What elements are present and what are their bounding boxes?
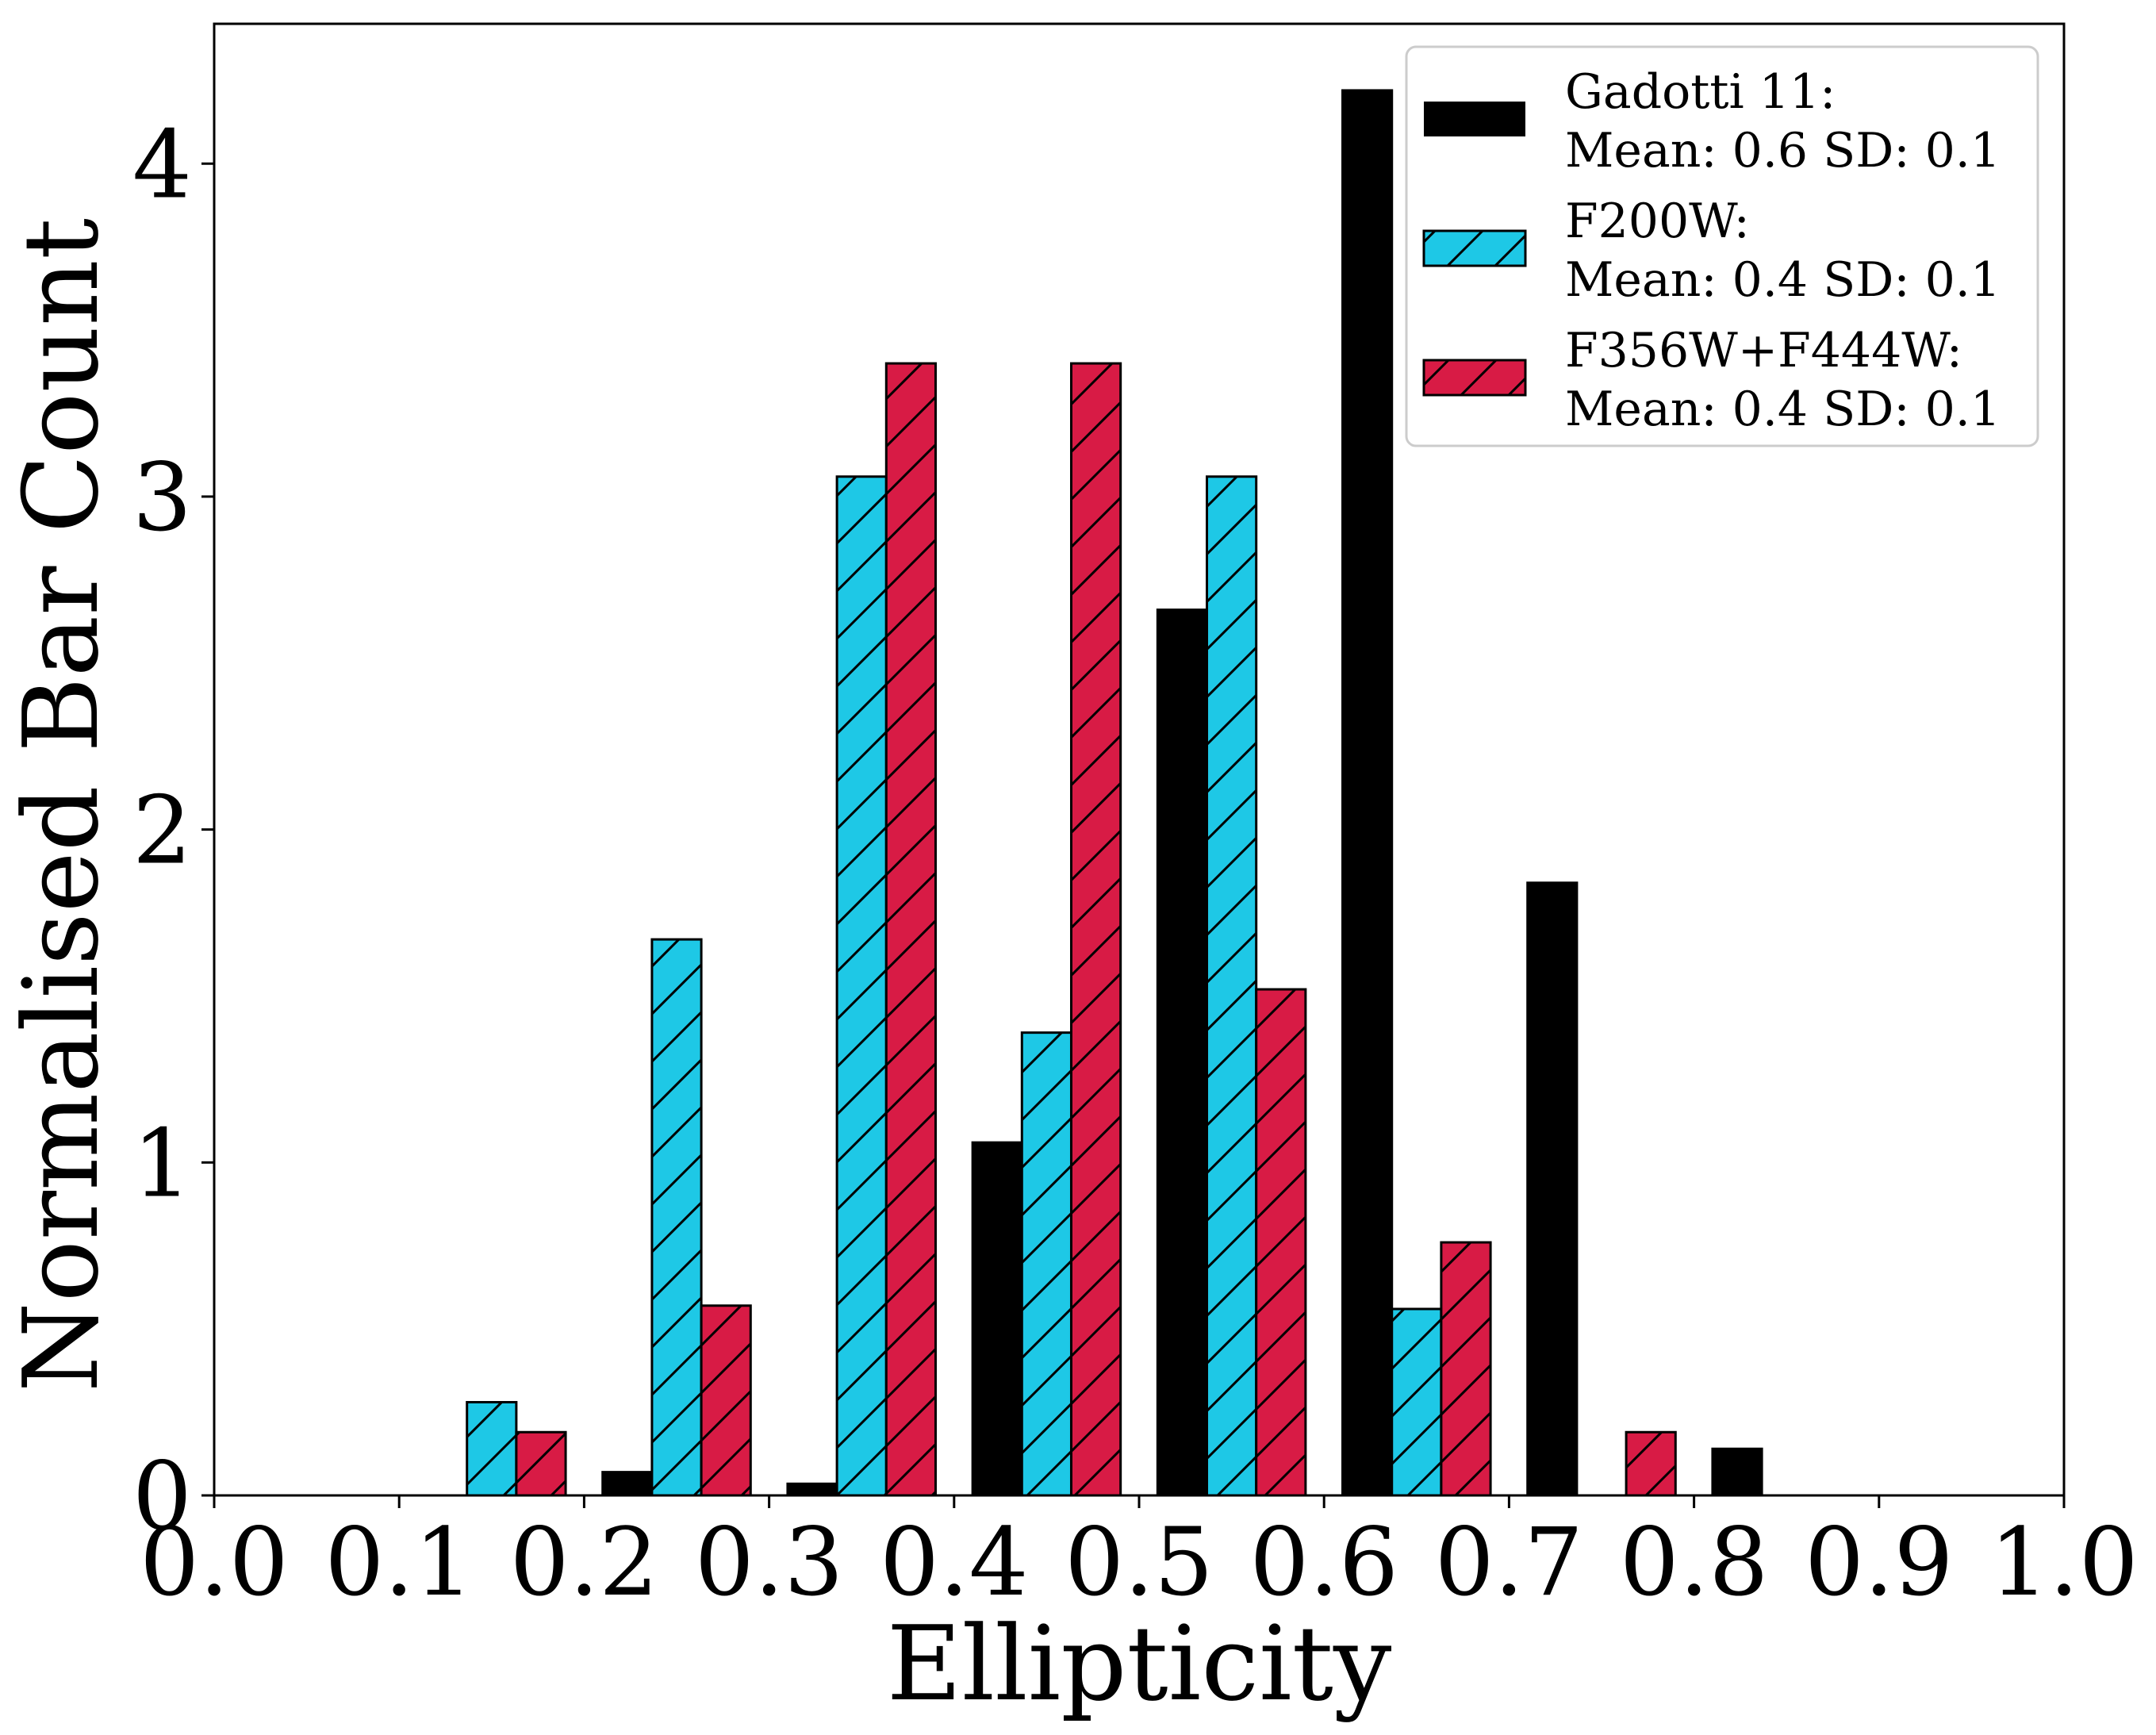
x-tick-label: 0.7 [1435,1507,1584,1617]
bar-1-bin-3 [601,1471,654,1497]
legend-entry-2: F200W:Mean: 0.4 SD: 0.1 [1422,194,2001,308]
bar-1-bin-9 [1711,1447,1763,1497]
x-tick-label: 0.2 [510,1507,659,1617]
bar-hatch [1626,1432,1676,1495]
bar-fill [1341,89,1394,1497]
bar-2-bin-4 [835,475,888,1497]
y-tick-label: 1 [132,1108,192,1218]
bar-2-bin-7 [1391,1307,1443,1497]
legend-frame [1405,45,2039,447]
bar-hatch [1441,1242,1491,1495]
bar-hatch [701,1305,751,1495]
x-tick-label: 0.0 [140,1507,289,1617]
bar-3-bin-2 [515,1430,567,1497]
x-tick-label: 0.3 [695,1507,844,1617]
bar-hatch [1022,1032,1072,1495]
legend-series-name: F356W+F444W: [1565,323,1962,378]
legend-series-stats: Mean: 0.4 SD: 0.1 [1565,252,2001,308]
y-axis-label: Normalised Bar Count [1,218,121,1392]
bar-3-bin-8 [1625,1430,1677,1497]
legend-swatch-hatch [1424,231,1525,266]
legend: Gadotti 11:Mean: 0.6 SD: 0.1F200W:Mean: … [1405,45,2039,447]
legend-entry-1: Gadotti 11:Mean: 0.6 SD: 0.1 [1424,64,2001,178]
bars-layer [466,89,1763,1497]
bar-fill [601,1471,654,1497]
bar-3-bin-6 [1255,988,1307,1497]
bar-3-bin-7 [1440,1241,1492,1497]
x-tick-label: 0.8 [1620,1507,1769,1617]
bar-fill [1711,1447,1763,1497]
bar-hatch [651,939,702,1495]
bar-1-bin-8 [1526,881,1579,1497]
bar-3-bin-3 [700,1304,752,1497]
bar-1-bin-4 [786,1482,838,1497]
bar-hatch [466,1402,516,1495]
bar-2-bin-6 [1206,475,1258,1497]
bar-1-bin-6 [1156,608,1209,1497]
legend-swatch-hatch [1424,360,1525,395]
bar-fill [971,1141,1023,1497]
legend-series-stats: Mean: 0.6 SD: 0.1 [1565,123,2001,178]
x-axis-label: Ellipticity [887,1603,1392,1724]
y-tick-label: 2 [132,776,192,885]
bar-hatch [886,363,936,1496]
bar-fill [786,1482,838,1497]
x-tick-label: 1.0 [1989,1507,2139,1617]
bar-hatch [516,1432,566,1495]
bar-3-bin-4 [884,362,937,1497]
axes-layer: 0.0 0.1 0.2 0.3 0.4 0.5 0.6 0.7 0.8 0.9 1.0 0 1 2 3 4 [132,22,2139,1617]
legend-series-name: Gadotti 11: [1565,64,1836,120]
legend-entry-3: F356W+F444W:Mean: 0.4 SD: 0.1 [1422,323,2001,437]
bar-hatch [837,476,887,1495]
bar-1-bin-5 [971,1141,1023,1497]
bar-fill [1156,608,1209,1497]
x-tick-label: 0.6 [1249,1507,1398,1617]
bar-hatch [1256,989,1306,1495]
legend-swatch [1424,102,1525,136]
y-tick-label: 4 [132,109,192,219]
bar-2-bin-3 [650,938,703,1497]
bar-hatch [1207,476,1256,1495]
x-tick-label: 0.5 [1065,1507,1214,1617]
y-tick-label: 0 [132,1441,192,1551]
bar-hatch [1071,363,1121,1496]
bar-1-bin-7 [1341,89,1394,1497]
legend-series-stats: Mean: 0.4 SD: 0.1 [1565,382,2001,437]
legend-series-name: F200W: [1565,194,1750,249]
x-tick-label: 0.9 [1805,1507,1954,1617]
bar-2-bin-5 [1020,1031,1072,1497]
y-tick-label: 3 [132,443,192,552]
x-tick-label: 0.4 [880,1507,1029,1617]
bar-3-bin-5 [1069,362,1122,1497]
bar-fill [1526,881,1579,1497]
x-tick-label: 0.1 [324,1507,474,1617]
bar-2-bin-2 [466,1400,518,1497]
bar-hatch [1391,1308,1441,1495]
